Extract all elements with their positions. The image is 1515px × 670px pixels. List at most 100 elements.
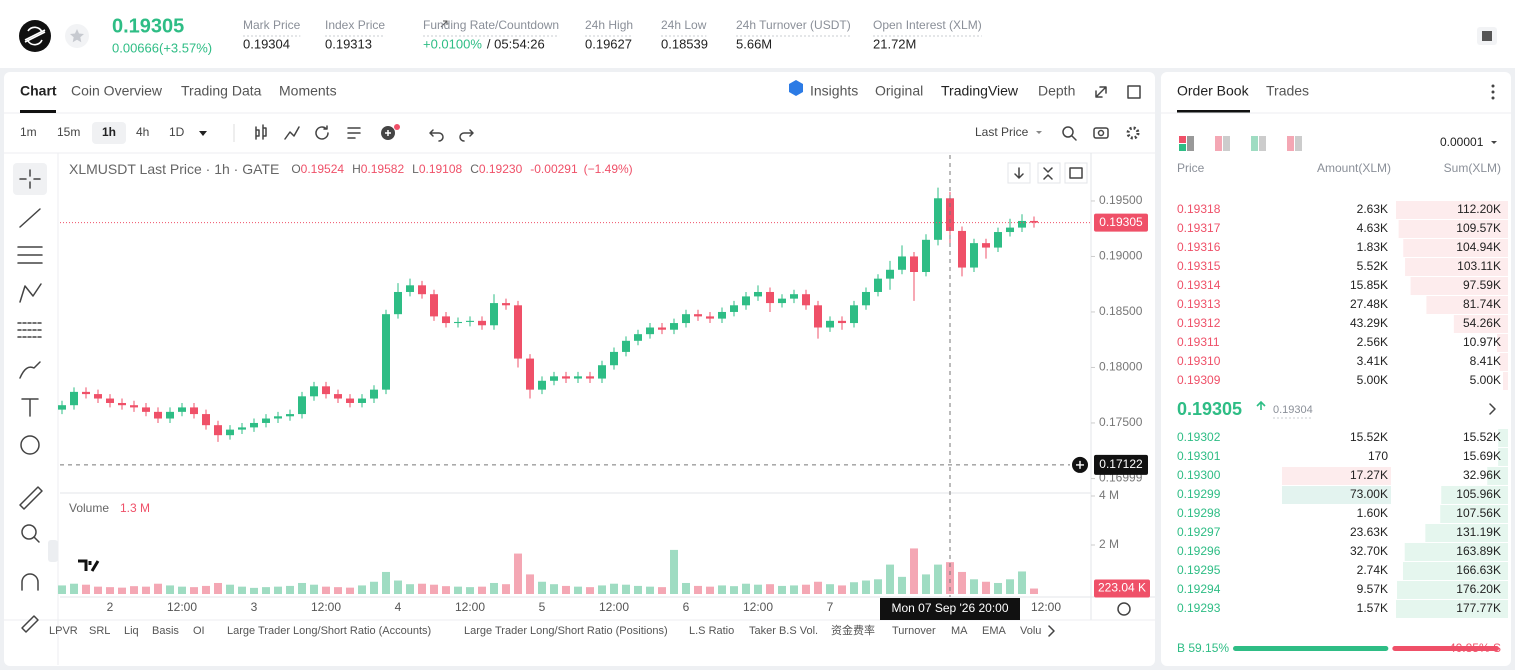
book-price[interactable]: 0.19313: [1177, 297, 1221, 311]
emoji-tool[interactable]: [20, 435, 40, 455]
candle-body: [298, 396, 306, 415]
chart-buttons[interactable]: [1007, 162, 1088, 184]
book-price[interactable]: 0.19316: [1177, 240, 1221, 254]
template-icon[interactable]: [347, 127, 361, 139]
book-price[interactable]: 0.19318: [1177, 202, 1221, 216]
channel-tool[interactable]: [17, 246, 43, 264]
active-tab-underline: [1177, 110, 1250, 113]
indicator[interactable]: EMA: [982, 625, 1007, 637]
book-price[interactable]: 0.19293: [1177, 601, 1221, 615]
trendline-tool[interactable]: [19, 208, 41, 228]
fullscreen-icon[interactable]: [1095, 86, 1107, 98]
book-price[interactable]: 0.19309: [1177, 373, 1221, 387]
interval[interactable]: 15m: [57, 125, 80, 139]
indicator[interactable]: Basis: [152, 625, 179, 637]
book-price[interactable]: 0.19312: [1177, 316, 1221, 330]
book-amount: 3.41K: [1357, 354, 1388, 368]
indicator[interactable]: LPVR: [49, 625, 78, 637]
view-tab[interactable]: Depth: [1038, 83, 1075, 99]
legend-item: 0.19230: [479, 162, 523, 176]
book-price[interactable]: 0.19301: [1177, 449, 1221, 463]
volume-bar: [874, 579, 882, 594]
book-price[interactable]: 0.19314: [1177, 278, 1221, 292]
book-price[interactable]: 0.19311: [1177, 335, 1220, 349]
text-tool[interactable]: [21, 398, 39, 417]
candle-body: [994, 232, 1002, 248]
chart-tab[interactable]: Chart: [20, 83, 57, 99]
book-price[interactable]: 0.19298: [1177, 506, 1221, 520]
indicator[interactable]: Large Trader Long/Short Ratio (Positions…: [464, 625, 668, 637]
interval[interactable]: 1h: [102, 125, 116, 139]
book-price[interactable]: 0.19310: [1177, 354, 1221, 368]
zoom-tool[interactable]: [21, 524, 37, 540]
candle-type-icon[interactable]: [255, 124, 267, 140]
book-price[interactable]: 0.19296: [1177, 544, 1221, 558]
book-tab[interactable]: Order Book: [1177, 83, 1250, 99]
brush-tool[interactable]: [19, 361, 41, 379]
book-price[interactable]: 0.19299: [1177, 487, 1221, 501]
book-layout-icons[interactable]: [1179, 136, 1302, 151]
menu-dot: [1491, 90, 1495, 94]
fib-tool[interactable]: [17, 322, 43, 338]
indicator[interactable]: Turnover: [892, 625, 936, 637]
ruler-tool[interactable]: [19, 486, 43, 510]
book-price[interactable]: 0.19315: [1177, 259, 1221, 273]
scroll-right[interactable]: [1048, 625, 1055, 637]
indicator-icon[interactable]: [284, 126, 300, 140]
window-icon[interactable]: [1127, 85, 1141, 99]
book-price[interactable]: 0.19302: [1177, 430, 1221, 444]
volume-bar: [598, 585, 606, 594]
view-tab[interactable]: Insights: [810, 83, 858, 99]
view-tab[interactable]: Original: [875, 83, 923, 99]
indicator[interactable]: Liq: [124, 625, 139, 637]
dropdown-arrow[interactable]: [1036, 131, 1042, 134]
book-tab[interactable]: Trades: [1266, 83, 1309, 99]
external-link-icon[interactable]: [440, 20, 448, 28]
chart-tab[interactable]: Coin Overview: [71, 83, 163, 99]
pencil-tool[interactable]: [21, 615, 39, 633]
gear-icon[interactable]: [1126, 126, 1140, 140]
precision[interactable]: 0.00001: [1440, 135, 1484, 149]
interval[interactable]: 1D: [169, 125, 185, 139]
interval[interactable]: 4h: [136, 125, 149, 139]
depth-bar: [1498, 429, 1508, 447]
interval[interactable]: 1m: [20, 125, 37, 139]
candle-body: [430, 294, 438, 317]
indicator[interactable]: Large Trader Long/Short Ratio (Accounts): [227, 625, 431, 637]
collapse-toolbar[interactable]: [48, 540, 58, 562]
chart-tab[interactable]: Trading Data: [181, 83, 262, 99]
candle-body: [58, 405, 66, 410]
more-arrow[interactable]: [1489, 403, 1496, 415]
dropdown-arrow[interactable]: [199, 131, 207, 136]
dropdown-arrow[interactable]: [1491, 141, 1497, 144]
book-price[interactable]: 0.19297: [1177, 525, 1221, 539]
menu-dot[interactable]: [1491, 84, 1495, 88]
indicator[interactable]: Taker B.S Vol.: [749, 625, 818, 637]
indicator[interactable]: L.S Ratio: [689, 625, 734, 637]
view-tab[interactable]: TradingView: [941, 83, 1019, 99]
redo-icon[interactable]: [459, 129, 474, 142]
price-type[interactable]: Last Price: [975, 125, 1029, 139]
camera-icon[interactable]: [1093, 127, 1109, 139]
indicator[interactable]: Volu: [1020, 625, 1041, 637]
pattern-tool[interactable]: [19, 283, 42, 303]
indicator[interactable]: OI: [193, 625, 205, 637]
crosshair-tool[interactable]: [19, 169, 41, 189]
book-price[interactable]: 0.19317: [1177, 221, 1221, 235]
indicator[interactable]: MA: [951, 625, 968, 637]
crosshair-price-tag: [1094, 454, 1148, 475]
replay-icon[interactable]: [315, 125, 329, 140]
book-amount: 5.52K: [1357, 259, 1388, 273]
book-price[interactable]: 0.19300: [1177, 468, 1221, 482]
search-icon[interactable]: [1062, 126, 1074, 138]
indicator[interactable]: 资金费率: [831, 623, 875, 637]
magnet-tool[interactable]: [21, 573, 39, 591]
book-price[interactable]: 0.19295: [1177, 563, 1221, 577]
chart-tab[interactable]: Moments: [279, 83, 337, 99]
axis-settings-icon[interactable]: [1117, 602, 1131, 616]
indicator[interactable]: SRL: [89, 625, 110, 637]
volume-bar: [490, 582, 498, 594]
book-price[interactable]: 0.19294: [1177, 582, 1221, 596]
undo-icon[interactable]: [429, 129, 444, 142]
tv-logo: [78, 559, 100, 572]
